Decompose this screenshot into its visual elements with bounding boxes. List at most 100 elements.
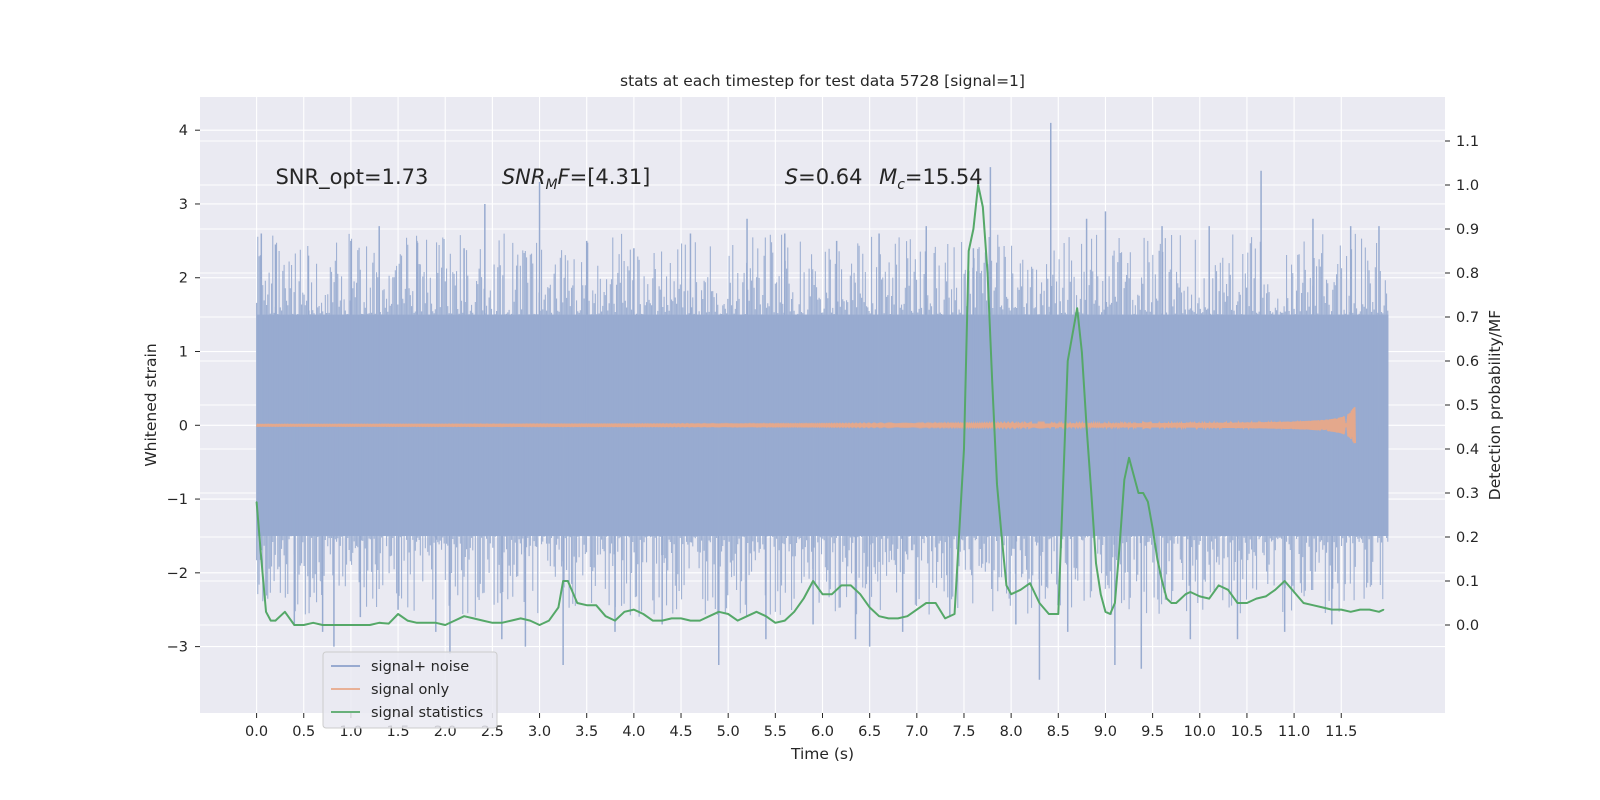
statistics-point — [388, 623, 390, 625]
statistics-point — [737, 620, 739, 622]
statistics-point — [1180, 598, 1182, 600]
statistics-point — [1119, 545, 1121, 547]
statistics-point — [435, 622, 437, 624]
statistics-point — [708, 615, 710, 617]
statistics-point — [1152, 527, 1154, 529]
statistics-point — [859, 593, 861, 595]
statistics-point — [793, 611, 795, 613]
statistics-point — [1057, 613, 1059, 615]
statistics-point — [548, 620, 550, 622]
statistics-point — [359, 624, 361, 626]
statistics-point — [1255, 598, 1257, 600]
statistics-point — [1350, 611, 1352, 613]
statistics-point — [1189, 591, 1191, 593]
annotation-part: S — [785, 165, 798, 189]
legend-label: signal+ noise — [371, 659, 469, 675]
y-tick-label: 4 — [179, 123, 188, 139]
statistics-point — [331, 624, 333, 626]
y-tick-label: 2 — [179, 271, 188, 287]
statistics-point — [727, 613, 729, 615]
statistics-point — [416, 622, 418, 624]
statistics-point — [642, 613, 644, 615]
statistics-point — [260, 558, 262, 560]
statistics-point — [991, 382, 993, 384]
legend-box — [322, 651, 498, 729]
statistics-point — [1019, 589, 1022, 591]
statistics-point — [614, 620, 616, 622]
x-tick-label: 3.0 — [528, 724, 551, 740]
statistics-point — [1175, 602, 1177, 604]
statistics-point — [850, 584, 852, 587]
x-tick-label: 8.5 — [1047, 724, 1070, 740]
annotation-part: =[4.31] — [570, 165, 651, 189]
x-tick-label: 6.0 — [811, 724, 834, 740]
annotation-part: =0.64 — [798, 165, 862, 189]
statistics-point — [1109, 613, 1111, 615]
statistics-point — [491, 622, 493, 624]
x-tick-label: 11.5 — [1325, 724, 1357, 740]
y-tick-label: −1 — [167, 492, 188, 508]
x-tick-label: 0.5 — [292, 724, 315, 740]
annotation-part: SNR — [502, 165, 546, 189]
statistics-point — [963, 448, 965, 450]
y2-tick-label: 1.1 — [1456, 134, 1479, 150]
y2-tick-label: 0.7 — [1456, 310, 1479, 326]
statistics-point — [312, 622, 314, 624]
legend: signal+ noise signal only signal statistic… — [322, 651, 498, 729]
statistics-point — [322, 624, 324, 626]
legend-label: signal statistics — [371, 705, 483, 721]
statistics-point — [1005, 584, 1008, 587]
statistics-point — [350, 624, 352, 626]
y-axis-ticks: −3 −2 −1 0 1 2 3 4 — [167, 123, 200, 656]
statistics-point — [887, 617, 890, 620]
y2-tick-label: 0.3 — [1456, 486, 1479, 502]
legend-label: signal only — [371, 682, 450, 698]
y2-tick-label: 0.4 — [1456, 442, 1479, 458]
statistics-point — [538, 624, 541, 626]
statistics-point — [501, 622, 503, 624]
statistics-point — [482, 620, 484, 622]
statistics-point — [1133, 474, 1135, 476]
statistics-point — [425, 622, 427, 624]
statistics-point — [1156, 558, 1158, 560]
statistics-point — [1085, 426, 1088, 428]
statistics-point — [812, 580, 814, 582]
statistics-point — [1302, 602, 1305, 604]
statistics-point — [595, 604, 597, 606]
statistics-point — [755, 611, 758, 613]
statistics-point — [718, 611, 720, 613]
statistics-point — [784, 620, 786, 622]
statistics-point — [803, 598, 805, 600]
statistics-point — [1383, 609, 1385, 611]
statistics-point — [1104, 611, 1107, 613]
y2-axis-label: Detection probability/MF — [1486, 310, 1504, 501]
statistics-point — [270, 620, 272, 622]
statistics-point — [397, 613, 399, 615]
statistics-point — [1199, 595, 1201, 598]
statistics-point — [1284, 580, 1286, 582]
annotation-3: Mc=15.54 — [879, 165, 983, 193]
y2-tick-label: 1.0 — [1456, 178, 1479, 194]
statistics-point — [689, 620, 692, 622]
chart-title: stats at each timestep for test data 572… — [620, 72, 1025, 90]
statistics-point — [996, 483, 998, 485]
statistics-point — [1100, 593, 1102, 595]
statistics-point — [831, 593, 833, 595]
statistics-point — [378, 622, 380, 624]
statistics-point — [1227, 589, 1229, 591]
statistics-point — [925, 602, 927, 604]
statistics-point — [972, 228, 975, 230]
statistics-point — [1293, 591, 1295, 593]
statistics-point — [463, 615, 465, 617]
statistics-point — [916, 609, 918, 611]
annotations: SNR_opt=1.73 SNRMF=[4.31] S=0.64 Mc=15.54 — [275, 165, 982, 193]
statistics-point — [869, 606, 871, 609]
statistics-point — [1029, 582, 1031, 584]
y-tick-label: 3 — [179, 197, 188, 213]
statistics-point — [935, 602, 937, 604]
statistics-point — [977, 184, 979, 186]
statistics-point — [576, 602, 578, 604]
statistics-point — [284, 611, 286, 613]
x-tick-label: 9.0 — [1094, 724, 1117, 740]
